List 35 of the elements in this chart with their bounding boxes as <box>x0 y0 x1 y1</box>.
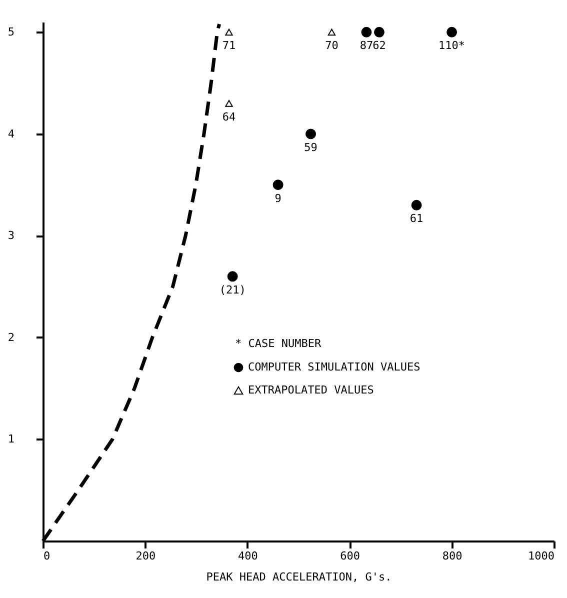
point <box>306 128 316 140</box>
x-tick-label: 800 <box>442 550 462 562</box>
x-axis-title: PEAK HEAD ACCELERATION, G's. <box>206 570 392 584</box>
y-tick-label: 4 <box>8 127 15 140</box>
x-tick-label: 1000 <box>528 550 554 562</box>
annotation: * CASE NUMBER <box>235 337 322 350</box>
annotation: 59 <box>304 140 318 154</box>
annotation: 62 <box>372 39 386 52</box>
legend-label: EXTRAPOLATED VALUES <box>248 384 374 396</box>
point <box>225 28 233 36</box>
point <box>446 26 458 38</box>
y-tick-label: 2 <box>8 330 14 344</box>
annotation: (21) <box>219 283 246 296</box>
annotation: 61 <box>410 212 424 226</box>
annotation: 70 <box>325 39 338 52</box>
annotation: 87 <box>360 39 374 52</box>
annotation: 9 <box>274 192 282 205</box>
y-tick-label: 5 <box>8 26 14 39</box>
point <box>361 26 372 38</box>
x-tick-label: 200 <box>136 550 156 562</box>
y-tick-label: 1 <box>8 432 14 446</box>
point <box>225 100 233 107</box>
x-tick-label: 400 <box>238 550 258 562</box>
point <box>411 200 422 210</box>
point <box>328 28 336 36</box>
point <box>374 26 384 38</box>
annotation: 71 <box>222 39 236 52</box>
x-tick-label: 0 <box>44 550 50 562</box>
x-tick-label: 600 <box>340 550 360 562</box>
annotation: 64 <box>222 110 236 124</box>
y-tick-label: 3 <box>8 229 14 242</box>
point <box>227 271 238 282</box>
point <box>272 180 284 190</box>
legend-label: COMPUTER SIMULATION VALUES <box>248 360 420 374</box>
annotation: 110* <box>438 39 466 52</box>
